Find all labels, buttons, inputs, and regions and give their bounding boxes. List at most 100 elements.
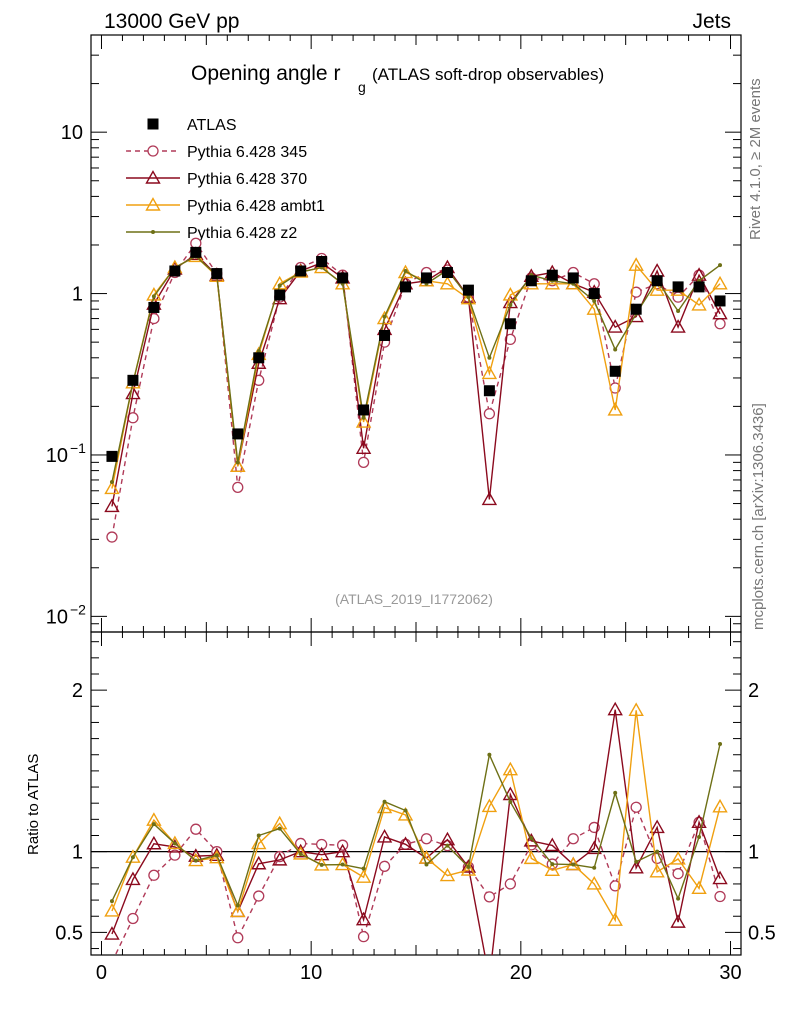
series-4-ratio-point	[277, 826, 282, 831]
legend-label-3: Pythia 6.428 ambt1	[187, 198, 325, 215]
series-0-main-point	[295, 265, 307, 277]
legend-0-point	[147, 118, 159, 130]
series-4-main-point	[718, 263, 723, 268]
series-1-main-line	[111, 242, 721, 538]
ratio-y-tick-label: 0.5	[55, 922, 83, 944]
series-4-ratio-point	[109, 899, 114, 904]
series-4-ratio-point	[424, 862, 429, 867]
series-0-main-point	[337, 272, 349, 284]
series-0-main-point	[483, 385, 495, 397]
series-4-main-point	[256, 349, 261, 354]
rivet-label: Rivet 4.1.0, ≥ 2M events	[747, 78, 764, 240]
analysis-id: (ATLAS_2019_I1772062)	[335, 591, 493, 607]
series-0-main-point	[714, 295, 726, 307]
legend-label-1: Pythia 6.428 345	[187, 144, 307, 161]
series-1-ratio-point	[232, 932, 244, 944]
series-0-main-point	[274, 289, 286, 301]
series-0-main-point	[379, 329, 391, 341]
series-1-ratio-point	[107, 957, 117, 967]
series-1-ratio-point	[504, 878, 517, 890]
mcplots-label: mcplots.cern.ch [arXiv:1306.3436]	[750, 403, 767, 630]
series-2-main-point	[712, 305, 728, 320]
series-4-ratio-point	[634, 859, 639, 864]
series-3-main-point	[460, 290, 477, 305]
main-y-tick-label: 10	[61, 122, 83, 144]
series-3-main-line	[111, 255, 721, 489]
series-2-main-point	[125, 385, 141, 400]
series-4-ratio-point	[235, 903, 240, 908]
series-1-ratio-point	[483, 891, 496, 903]
series-2-main-point	[502, 294, 519, 309]
legend-label-0: ATLAS	[187, 117, 237, 134]
series-0-main-point	[420, 272, 432, 284]
main-y-tick-label: 10	[46, 445, 68, 467]
series-2-ratio-point	[483, 972, 496, 984]
series-4-ratio-point	[340, 862, 345, 867]
ratio-y-tick-label: 2	[72, 680, 83, 702]
series-3-ratio-point	[355, 869, 372, 883]
series-1-ratio-point	[357, 930, 370, 943]
series-4-main-point	[235, 460, 240, 465]
series-4-ratio-point	[130, 855, 135, 860]
series-3-ratio-point	[544, 862, 560, 876]
series-4-main-point	[361, 415, 366, 420]
series-3-ratio-point	[125, 849, 141, 863]
series-1-ratio-point	[420, 833, 433, 845]
series-3-main-point	[439, 275, 456, 290]
series-3-main-point	[104, 480, 120, 495]
series-4-main-point	[403, 268, 408, 273]
series-0-main-point	[609, 365, 621, 377]
series-2-main-point	[104, 498, 120, 513]
series-4-ratio-point	[529, 836, 534, 841]
series-1-main-point	[630, 286, 642, 298]
series-2-ratio-point	[712, 870, 728, 885]
series-4-ratio-point	[193, 858, 198, 863]
series-0-main-point	[400, 281, 412, 293]
series-4-main-point	[382, 314, 387, 319]
series-0-main-point	[106, 450, 118, 462]
series-3-ratio-point	[502, 761, 519, 776]
series-2-ratio-point	[586, 840, 602, 855]
series-0-main-point	[211, 268, 223, 280]
series-3-ratio-point	[230, 903, 246, 918]
main-series-layer	[104, 237, 728, 543]
series-3-ratio-point	[649, 863, 665, 878]
series-1-ratio-point	[148, 869, 160, 881]
series-4-main-point	[613, 347, 618, 352]
series-1-ratio-point	[127, 912, 139, 925]
series-3-main-point	[691, 297, 707, 311]
series-2-ratio-point	[125, 871, 141, 886]
series-4-ratio-point	[172, 841, 177, 846]
series-3-ratio-point	[691, 880, 707, 895]
series-4-ratio-point	[613, 790, 618, 795]
series-2-main-point	[355, 440, 372, 454]
series-4-ratio-point	[676, 896, 681, 901]
series-3-ratio-point	[104, 903, 120, 917]
series-0-main-point	[190, 246, 202, 258]
series-0-main-point	[148, 301, 160, 313]
series-3-ratio-point	[481, 798, 498, 813]
ratio-y-label: Ratio to ATLAS	[25, 754, 42, 855]
series-0-main-point	[504, 318, 516, 330]
series-3-main-point	[355, 414, 372, 428]
ratio-plot-frame: 0 10 20 30 0.5 0.5 1 1 2 2	[55, 631, 776, 984]
series-4-ratio-point	[151, 822, 156, 827]
series-2-ratio-point	[607, 701, 623, 716]
series-4-main-point	[676, 308, 681, 313]
series-1-ratio-point	[190, 823, 202, 835]
series-3-main-point	[502, 287, 519, 301]
series-1-ratio-point	[378, 860, 391, 872]
series-1-ratio-point	[630, 801, 642, 813]
series-3-ratio-point	[523, 850, 540, 865]
series-0-main-point	[693, 281, 705, 293]
series-0-main-point	[672, 281, 684, 293]
ratio-y-tick-label: 1	[72, 842, 83, 864]
series-1-main-point	[106, 531, 118, 543]
series-2-ratio-line	[111, 709, 721, 955]
series-4-ratio-point	[445, 843, 450, 848]
series-1-ratio-point	[567, 833, 579, 845]
series-3-main-point	[376, 310, 393, 325]
series-2-ratio-point	[376, 829, 393, 843]
series-2-ratio-point	[146, 835, 162, 850]
